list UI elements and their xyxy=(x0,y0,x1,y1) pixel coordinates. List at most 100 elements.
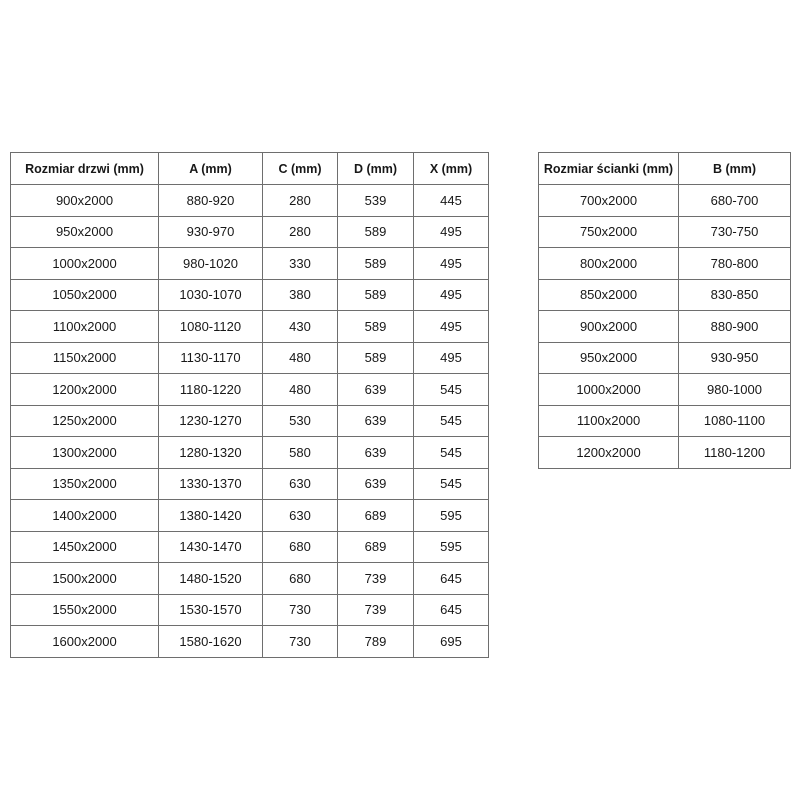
cell-door-size: 900x2000 xyxy=(10,184,159,217)
cell-wall-size: 1100x2000 xyxy=(538,404,679,437)
column-header-a: A (mm) xyxy=(158,152,263,185)
cell-d: 689 xyxy=(337,499,414,532)
cell-a: 1130-1170 xyxy=(158,341,263,374)
table-row: 1050x2000 1030-1070 380 589 495 xyxy=(10,278,489,311)
cell-x: 495 xyxy=(413,215,489,248)
column-header-door-size: Rozmiar drzwi (mm) xyxy=(10,152,159,185)
cell-a: 880-920 xyxy=(158,184,263,217)
table-row: 1000x2000 980-1000 xyxy=(538,373,791,406)
cell-a: 1230-1270 xyxy=(158,404,263,437)
cell-x: 595 xyxy=(413,530,489,563)
cell-x: 695 xyxy=(413,625,489,658)
cell-c: 480 xyxy=(262,373,338,406)
table-row: 1200x2000 1180-1220 480 639 545 xyxy=(10,373,489,406)
column-header-d: D (mm) xyxy=(337,152,414,185)
cell-a: 1330-1370 xyxy=(158,467,263,500)
cell-x: 495 xyxy=(413,278,489,311)
table-row: 1000x2000 980-1020 330 589 495 xyxy=(10,247,489,280)
cell-wall-size: 800x2000 xyxy=(538,247,679,280)
cell-d: 539 xyxy=(337,184,414,217)
cell-d: 589 xyxy=(337,341,414,374)
cell-door-size: 1400x2000 xyxy=(10,499,159,532)
cell-door-size: 1300x2000 xyxy=(10,436,159,469)
cell-door-size: 1250x2000 xyxy=(10,404,159,437)
cell-door-size: 1550x2000 xyxy=(10,593,159,626)
cell-b: 930-950 xyxy=(678,341,791,374)
table-row: 1150x2000 1130-1170 480 589 495 xyxy=(10,341,489,374)
cell-c: 580 xyxy=(262,436,338,469)
table-row: 700x2000 680-700 xyxy=(538,184,791,217)
cell-c: 330 xyxy=(262,247,338,280)
cell-x: 545 xyxy=(413,373,489,406)
cell-wall-size: 750x2000 xyxy=(538,215,679,248)
cell-door-size: 1500x2000 xyxy=(10,562,159,595)
table-row: 750x2000 730-750 xyxy=(538,215,791,248)
column-header-wall-size: Rozmiar ścianki (mm) xyxy=(538,152,679,185)
cell-c: 280 xyxy=(262,215,338,248)
table-row: 900x2000 880-920 280 539 445 xyxy=(10,184,489,217)
door-size-specification-table: Rozmiar drzwi (mm) A (mm) C (mm) D (mm) … xyxy=(10,152,489,658)
cell-wall-size: 700x2000 xyxy=(538,184,679,217)
cell-x: 645 xyxy=(413,593,489,626)
cell-c: 380 xyxy=(262,278,338,311)
table-row: 1550x2000 1530-1570 730 739 645 xyxy=(10,593,489,626)
cell-door-size: 1100x2000 xyxy=(10,310,159,343)
cell-x: 595 xyxy=(413,499,489,532)
cell-d: 639 xyxy=(337,373,414,406)
cell-x: 495 xyxy=(413,341,489,374)
table-row: 950x2000 930-970 280 589 495 xyxy=(10,215,489,248)
cell-c: 680 xyxy=(262,562,338,595)
cell-b: 880-900 xyxy=(678,310,791,343)
cell-d: 639 xyxy=(337,436,414,469)
table-header-row: Rozmiar ścianki (mm) B (mm) xyxy=(538,152,791,185)
cell-c: 680 xyxy=(262,530,338,563)
table-row: 1100x2000 1080-1120 430 589 495 xyxy=(10,310,489,343)
column-header-c: C (mm) xyxy=(262,152,338,185)
table-row: 1200x2000 1180-1200 xyxy=(538,436,791,469)
table-row: 1600x2000 1580-1620 730 789 695 xyxy=(10,625,489,658)
cell-b: 830-850 xyxy=(678,278,791,311)
cell-door-size: 1350x2000 xyxy=(10,467,159,500)
cell-d: 689 xyxy=(337,530,414,563)
table-row: 1400x2000 1380-1420 630 689 595 xyxy=(10,499,489,532)
column-header-b: B (mm) xyxy=(678,152,791,185)
cell-d: 589 xyxy=(337,247,414,280)
cell-d: 739 xyxy=(337,593,414,626)
table-row: 1500x2000 1480-1520 680 739 645 xyxy=(10,562,489,595)
cell-wall-size: 1200x2000 xyxy=(538,436,679,469)
cell-a: 1480-1520 xyxy=(158,562,263,595)
cell-a: 1080-1120 xyxy=(158,310,263,343)
cell-c: 730 xyxy=(262,625,338,658)
cell-x: 545 xyxy=(413,404,489,437)
cell-d: 789 xyxy=(337,625,414,658)
cell-a: 1580-1620 xyxy=(158,625,263,658)
cell-a: 1530-1570 xyxy=(158,593,263,626)
cell-x: 645 xyxy=(413,562,489,595)
cell-b: 1180-1200 xyxy=(678,436,791,469)
cell-a: 1280-1320 xyxy=(158,436,263,469)
cell-b: 730-750 xyxy=(678,215,791,248)
cell-a: 980-1020 xyxy=(158,247,263,280)
cell-wall-size: 850x2000 xyxy=(538,278,679,311)
cell-d: 639 xyxy=(337,404,414,437)
cell-d: 639 xyxy=(337,467,414,500)
cell-a: 1180-1220 xyxy=(158,373,263,406)
cell-a: 1430-1470 xyxy=(158,530,263,563)
table-row: 1100x2000 1080-1100 xyxy=(538,404,791,437)
cell-c: 730 xyxy=(262,593,338,626)
cell-wall-size: 950x2000 xyxy=(538,341,679,374)
cell-door-size: 1600x2000 xyxy=(10,625,159,658)
column-header-x: X (mm) xyxy=(413,152,489,185)
table-header-row: Rozmiar drzwi (mm) A (mm) C (mm) D (mm) … xyxy=(10,152,489,185)
cell-door-size: 1150x2000 xyxy=(10,341,159,374)
cell-d: 589 xyxy=(337,278,414,311)
wall-panel-size-specification-table: Rozmiar ścianki (mm) B (mm) 700x2000 680-… xyxy=(538,152,791,469)
cell-wall-size: 1000x2000 xyxy=(538,373,679,406)
table-row: 950x2000 930-950 xyxy=(538,341,791,374)
cell-x: 545 xyxy=(413,467,489,500)
cell-wall-size: 900x2000 xyxy=(538,310,679,343)
cell-door-size: 1200x2000 xyxy=(10,373,159,406)
cell-c: 630 xyxy=(262,499,338,532)
cell-x: 495 xyxy=(413,247,489,280)
